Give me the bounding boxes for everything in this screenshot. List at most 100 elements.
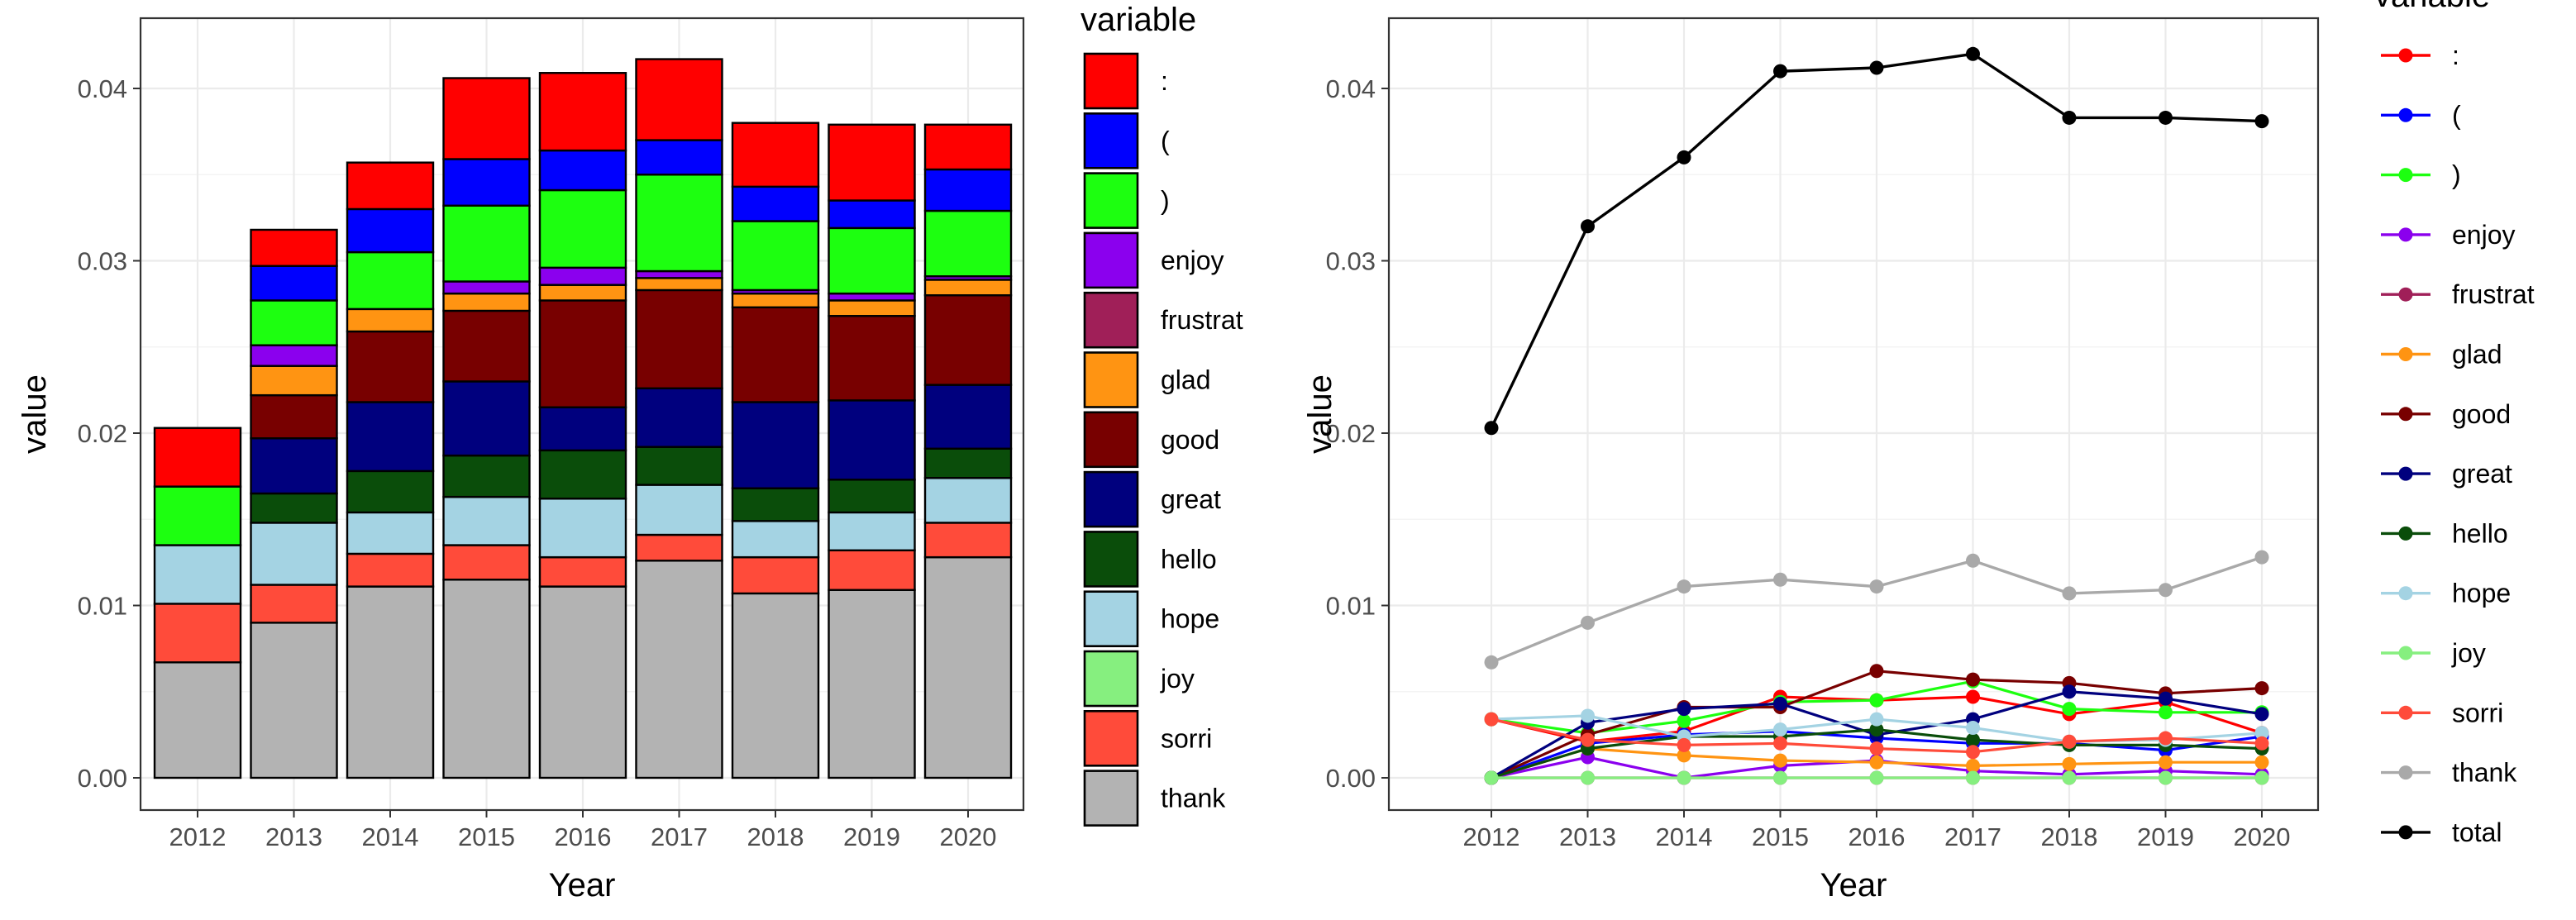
bar-segment--2014: [346, 161, 435, 211]
legend-key-swatch: [1083, 172, 1139, 229]
data-point-sorri-2020: [2254, 736, 2269, 751]
x-tick-label: 2015: [1752, 822, 1809, 851]
bar-segment-sorri-2020: [923, 522, 1013, 559]
legend-label: hello: [1161, 544, 1217, 574]
bar-segment--2018: [731, 122, 820, 188]
data-point-thank-2012: [1484, 655, 1499, 670]
x-tick-label: 2015: [458, 822, 515, 851]
bar-segment-hope-2019: [828, 511, 916, 551]
line-chart: 0.00 0.01 0.02 0.03 0.04 2012 2013 2014 2015 2016…: [1302, 0, 2535, 903]
bar-segment-sorri-2015: [442, 544, 531, 581]
data-point-thank-2014: [1677, 579, 1691, 594]
data-point-total-2013: [1581, 219, 1595, 234]
data-point-sorri-2014: [1677, 737, 1691, 752]
bar-segment-sorri-2018: [731, 555, 820, 595]
legend-key-swatch: [1083, 411, 1139, 469]
bar-segment-hope-2013: [250, 522, 338, 586]
x-tick-label: 2013: [265, 822, 322, 851]
legend-key-point: [2398, 168, 2413, 183]
bar-segment-thank-2014: [346, 585, 435, 779]
bar-segment-hello-2018: [731, 487, 820, 522]
bar-segment-enjoy-2016: [538, 266, 627, 286]
data-point--2019: [2159, 705, 2173, 720]
data-point-joy-2012: [1484, 770, 1499, 785]
bar-segment-hope-2015: [442, 495, 531, 546]
data-point-glad-2014: [1677, 748, 1691, 763]
legend-key-point: [2398, 407, 2413, 422]
legend-label: glad: [2452, 340, 2502, 369]
data-point-hope-2020: [2254, 726, 2269, 741]
legend-key-swatch: [1083, 470, 1139, 528]
y-tick-label: 0.01: [78, 592, 127, 621]
bar-segment--2016: [538, 149, 627, 192]
legend-label: good: [1161, 425, 1219, 455]
bar-segment-enjoy-2013: [250, 344, 338, 367]
x-tick-label: 2012: [1463, 822, 1520, 851]
data-point--2018: [2062, 702, 2077, 717]
data-point-sorri-2018: [2062, 734, 2077, 749]
bar-segment-hello-2016: [538, 449, 627, 500]
data-point-joy-2019: [2159, 770, 2173, 785]
bar-segment-good-2018: [731, 306, 820, 403]
x-tick-label: 2014: [362, 822, 419, 851]
legend-label: joy: [1160, 664, 1195, 694]
bar-segment--2013: [250, 299, 338, 346]
data-point-sorri-2015: [1773, 736, 1787, 751]
legend-label: good: [2452, 399, 2511, 429]
data-point-joy-2015: [1773, 770, 1787, 785]
bar-segment--2016: [538, 72, 627, 152]
legend-label: frustrat: [2452, 279, 2535, 309]
data-point-good-2020: [2254, 681, 2269, 696]
legend-label: hope: [1161, 604, 1219, 634]
legend-label: sorri: [2452, 698, 2503, 727]
bar-segment--2019: [828, 199, 916, 230]
legend-label: joy: [2451, 638, 2486, 668]
bar-segment-good-2016: [538, 299, 627, 408]
data-point-hope-2015: [1773, 722, 1787, 737]
data-point-great-2018: [2062, 684, 2077, 699]
data-point--2014: [1677, 713, 1691, 728]
data-point-hello-2017: [1966, 732, 1980, 747]
bar-segment-thank-2018: [731, 592, 820, 779]
data-point--2017: [1966, 689, 1980, 704]
data-point-total-2018: [2062, 110, 2077, 125]
data-point-joy-2020: [2254, 770, 2269, 785]
bar-segment-great-2018: [731, 401, 820, 489]
bar-segment--2014: [346, 250, 435, 311]
data-point-total-2015: [1773, 64, 1787, 79]
bar-segment-great-2014: [346, 401, 435, 473]
bar-segment--2019: [828, 123, 916, 202]
bar-segment-glad-2020: [923, 279, 1013, 297]
bar-segment--2012: [153, 485, 242, 546]
data-point-glad-2020: [2254, 755, 2269, 770]
bar-segment-good-2019: [828, 315, 916, 402]
bar-segment-hello-2019: [828, 479, 916, 514]
plot-background: [1389, 18, 2318, 810]
bar-segment-sorri-2016: [538, 555, 627, 588]
bar-segment-hello-2014: [346, 470, 435, 514]
data-point-total-2019: [2159, 110, 2173, 125]
data-point-joy-2014: [1677, 770, 1691, 785]
bar-segment-good-2014: [346, 330, 435, 403]
data-point-total-2017: [1966, 46, 1980, 61]
bar-segment-hello-2017: [635, 446, 723, 486]
bar-segment-good-2020: [923, 294, 1013, 386]
data-point-joy-2013: [1581, 770, 1595, 785]
data-point-sorri-2012: [1484, 712, 1499, 727]
bar-segment--2013: [250, 265, 338, 302]
legend-label: (: [2452, 100, 2461, 130]
bar-segment-great-2015: [442, 380, 531, 457]
bar-segment-sorri-2013: [250, 584, 338, 624]
y-tick-label: 0.02: [78, 419, 127, 448]
x-tick-label: 2020: [940, 822, 997, 851]
data-point-great-2014: [1677, 702, 1691, 717]
bar-segment--2020: [923, 123, 1013, 171]
legend-label: enjoy: [2452, 220, 2516, 250]
data-point-good-2017: [1966, 672, 1980, 687]
x-tick-label: 2017: [651, 822, 708, 851]
x-tick-label: 2016: [1849, 822, 1906, 851]
data-point-great-2019: [2159, 691, 2173, 706]
legend-label: (: [1161, 126, 1170, 155]
legend-key-point: [2398, 586, 2413, 601]
